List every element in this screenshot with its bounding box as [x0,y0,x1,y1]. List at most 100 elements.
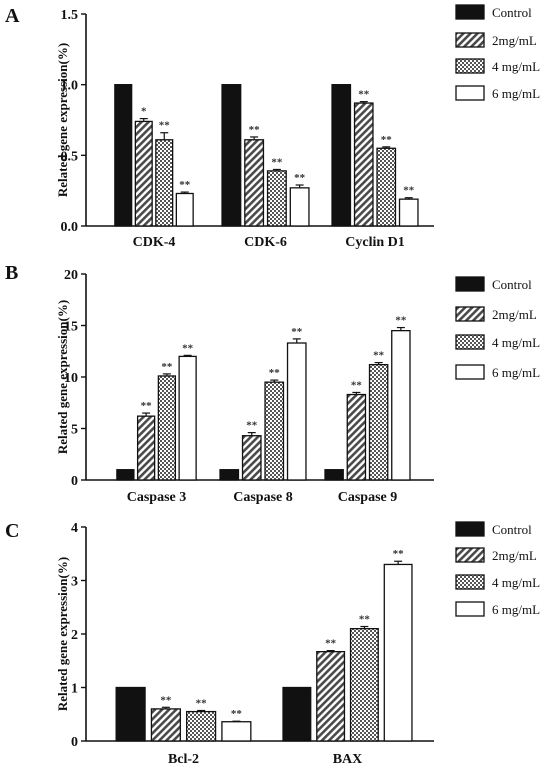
x-category-label: CDK-6 [244,235,287,250]
significance-marker: ** [141,400,153,412]
significance-marker: ** [395,315,407,327]
x-category-label: BAX [333,752,363,767]
significance-marker: * [141,106,147,118]
significance-marker: ** [231,708,243,720]
bar-caspase-3-6-mg-ml [178,355,197,481]
bar-bcl-2-4-mg-ml [186,710,217,742]
y-tick-label: 1.5 [61,8,79,23]
bar-caspase-8-6-mg-ml [286,342,307,481]
significance-marker: ** [373,350,385,362]
bar-caspase-8-4-mg-ml [264,381,285,481]
bar-bcl-2-control [115,686,146,742]
bar-cdk-4-2mg-ml [134,120,153,227]
legend-label: 6 mg/mL [492,86,540,101]
significance-marker: ** [271,156,283,168]
significance-marker: ** [291,326,303,338]
panel-label: B [5,262,18,284]
significance-marker: ** [159,120,171,132]
significance-marker: ** [160,694,172,706]
bar-cyclin-d1-control [331,84,352,227]
bar-bax-2mg-ml [316,651,346,742]
legend-swatch [455,521,485,537]
y-tick-label: 4 [71,521,78,536]
y-tick-label: 1 [71,682,78,697]
bar-caspase-9-2mg-ml [346,393,367,481]
y-tick-label: 0 [71,735,78,750]
significance-marker: ** [182,342,194,354]
legend-swatch [455,4,485,20]
significance-marker: ** [358,89,370,101]
legend-label: Control [492,5,532,20]
panel-label: A [5,5,20,27]
significance-marker: ** [359,614,371,626]
legend-label: Control [492,277,532,292]
bar-cdk-4-control [114,84,133,227]
y-tick-label: 5 [71,423,78,438]
legend-swatch [455,574,485,590]
bar-bax-control [282,686,312,742]
significance-marker: ** [246,420,258,432]
bar-caspase-9-4-mg-ml [368,363,389,481]
significance-marker: ** [294,172,306,184]
bar-cdk-6-4-mg-ml [266,170,287,227]
legend-label: 2mg/mL [492,307,537,322]
legend-label: 4 mg/mL [492,59,540,74]
legend-label: Control [492,522,532,537]
y-tick-label: 3 [71,575,78,590]
bar-bax-6-mg-ml [383,563,413,742]
bar-bcl-2-2mg-ml [150,708,181,742]
bar-cyclin-d1-6-mg-ml [398,198,419,227]
bar-cdk-6-6-mg-ml [289,187,310,227]
bar-caspase-3-control [116,469,135,481]
bar-caspase-3-2mg-ml [136,415,156,481]
y-axis-title: Related gene expression(%) [55,300,70,454]
bar-cyclin-d1-2mg-ml [353,102,374,227]
legend-label: 4 mg/mL [492,575,540,590]
y-axis-title: Related gene expression(%) [55,43,70,197]
x-category-label: Bcl-2 [168,752,199,767]
bar-cdk-6-2mg-ml [244,139,265,227]
legend-swatch [455,547,485,563]
legend-label: 2mg/mL [492,33,537,48]
significance-marker: ** [403,185,415,197]
bar-cdk-4-4-mg-ml [155,139,174,227]
chart-panel-b: B 0 5 10 15 20 Related gene expression(%) ** ** *… [5,262,540,505]
x-category-label: Caspase 9 [338,490,398,505]
bar-caspase-3-4-mg-ml [157,375,177,481]
legend-swatch [455,276,485,292]
significance-marker: ** [161,361,173,373]
x-category-label: Caspase 3 [127,490,187,505]
significance-marker: ** [249,124,261,136]
y-tick-label: 10 [64,371,78,386]
bar-cdk-4-6-mg-ml [175,192,194,227]
legend-swatch [455,364,485,380]
bar-caspase-9-6-mg-ml [391,329,411,481]
bar-cdk-6-control [221,84,242,227]
significance-marker: ** [179,179,191,191]
legend-swatch [455,601,485,617]
bar-caspase-9-control [324,469,344,481]
significance-marker: ** [196,698,208,710]
y-tick-label: 15 [64,320,78,335]
legend-swatch [455,32,485,48]
bar-caspase-8-2mg-ml [241,435,262,481]
legend-swatch [455,58,485,74]
legend-label: 6 mg/mL [492,602,540,617]
chart-panel-c: C 0 1 2 3 4 Related gene expression(%) ** ** ** Bc… [5,520,540,767]
legend-label: 4 mg/mL [492,335,540,350]
y-tick-label: 2 [71,628,78,643]
significance-marker: ** [351,379,363,391]
significance-marker: ** [269,367,281,379]
panel-label: C [5,520,19,542]
legend-label: 6 mg/mL [492,365,540,380]
y-tick-label: 0 [71,474,78,489]
chart-panel-a: A 0.0 0.5 1.0 1.5 Related gene expression(%) *… [5,4,540,250]
x-category-label: CDK-4 [133,235,176,250]
significance-marker: ** [381,134,393,146]
legend-swatch [455,85,485,101]
significance-marker: ** [325,638,337,650]
y-tick-label: 20 [64,268,78,283]
legend-label: 2mg/mL [492,548,537,563]
bar-cyclin-d1-4-mg-ml [376,147,397,227]
